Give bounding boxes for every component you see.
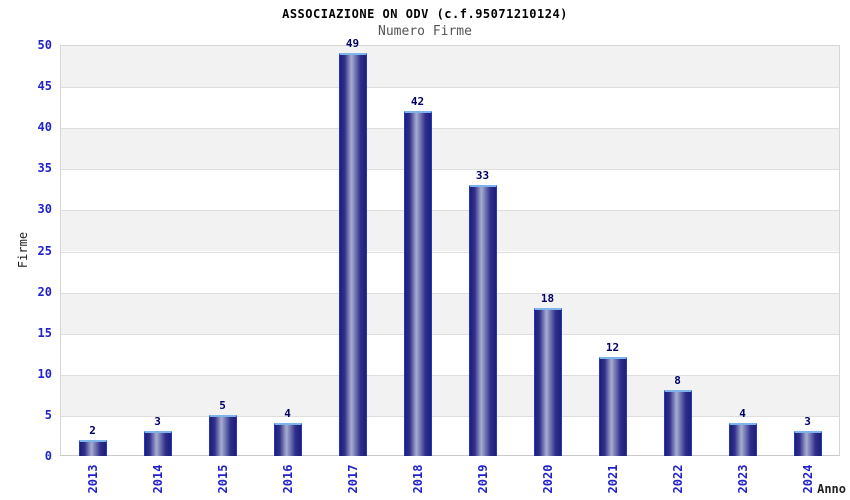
grid-band bbox=[61, 46, 839, 88]
gridline bbox=[61, 210, 839, 212]
x-axis-tick-label: 2021 bbox=[605, 464, 620, 494]
bar-2013 bbox=[78, 439, 107, 456]
x-axis-tick-label: 2022 bbox=[670, 464, 685, 494]
x-axis-title: Anno bbox=[817, 482, 846, 496]
grid-band bbox=[61, 210, 839, 252]
bar-value-label: 8 bbox=[674, 374, 681, 388]
gridline bbox=[61, 374, 839, 376]
bar-value-label: 4 bbox=[739, 407, 746, 421]
bar-2023 bbox=[728, 423, 757, 456]
bar-value-label: 42 bbox=[410, 94, 425, 108]
bar-value-label: 5 bbox=[219, 398, 226, 412]
y-axis-tick-label: 35 bbox=[37, 161, 52, 176]
bar-2022 bbox=[663, 390, 692, 456]
x-axis-tick-label: 2017 bbox=[345, 464, 360, 494]
bar-value-label: 18 bbox=[540, 292, 555, 306]
chart-subtitle: Numero Firme bbox=[378, 24, 472, 39]
y-axis-tick-label: 25 bbox=[37, 243, 52, 258]
grid-band bbox=[61, 169, 839, 211]
y-axis-tick-label: 40 bbox=[37, 120, 52, 135]
bar-2021 bbox=[598, 357, 627, 456]
gridline bbox=[61, 169, 839, 171]
grid-band bbox=[61, 374, 839, 416]
bar-2016 bbox=[273, 423, 302, 456]
bar-2019 bbox=[468, 184, 497, 456]
bar-2020 bbox=[533, 308, 562, 456]
bar-value-label: 2 bbox=[89, 423, 96, 437]
grid-band bbox=[61, 251, 839, 293]
bar-2014 bbox=[143, 431, 172, 456]
x-axis-tick-label: 2013 bbox=[85, 464, 100, 494]
y-axis-tick-label: 30 bbox=[37, 202, 52, 217]
y-axis-tick-label: 45 bbox=[37, 79, 52, 94]
bar-value-label: 33 bbox=[475, 168, 490, 182]
gridline bbox=[61, 415, 839, 417]
gridline bbox=[61, 251, 839, 253]
grid-band bbox=[61, 333, 839, 375]
grid-band bbox=[61, 128, 839, 170]
y-axis-title: Firme bbox=[16, 231, 30, 269]
x-axis-tick-label: 2015 bbox=[215, 464, 230, 494]
x-axis-tick-label: 2023 bbox=[735, 464, 750, 494]
y-axis-tick-label: 5 bbox=[44, 407, 52, 422]
x-axis-tick-label: 2018 bbox=[410, 464, 425, 494]
grid-band bbox=[61, 415, 839, 455]
bar-value-label: 12 bbox=[605, 341, 620, 355]
gridline bbox=[61, 333, 839, 335]
bar-2024 bbox=[793, 431, 822, 456]
bar-value-label: 49 bbox=[345, 37, 360, 51]
grid-band bbox=[61, 292, 839, 334]
gridline bbox=[61, 292, 839, 294]
y-axis-tick-label: 0 bbox=[44, 449, 52, 463]
gridline bbox=[61, 87, 839, 89]
grid-band bbox=[61, 87, 839, 129]
plot-area bbox=[60, 45, 840, 456]
y-axis-tick-label: 20 bbox=[37, 284, 52, 299]
x-axis-tick-label: 2016 bbox=[280, 464, 295, 494]
bar-value-label: 4 bbox=[284, 407, 291, 421]
y-axis-tick-label: 15 bbox=[37, 325, 52, 340]
chart-title: ASSOCIAZIONE ON ODV (c.f.95071210124) bbox=[282, 7, 568, 21]
x-axis-tick-label: 2019 bbox=[475, 464, 490, 494]
gridline bbox=[61, 128, 839, 130]
bar-value-label: 3 bbox=[804, 415, 811, 429]
bar-value-label: 3 bbox=[154, 415, 161, 429]
bar-2015 bbox=[208, 414, 237, 456]
x-axis-tick-label: 2024 bbox=[800, 464, 815, 494]
x-axis-tick-label: 2020 bbox=[540, 464, 555, 494]
y-axis-tick-label: 10 bbox=[37, 366, 52, 381]
bar-2017 bbox=[338, 53, 367, 456]
x-axis-tick-label: 2014 bbox=[150, 464, 165, 494]
y-axis-tick-label: 50 bbox=[37, 38, 52, 52]
bar-2018 bbox=[403, 110, 432, 456]
